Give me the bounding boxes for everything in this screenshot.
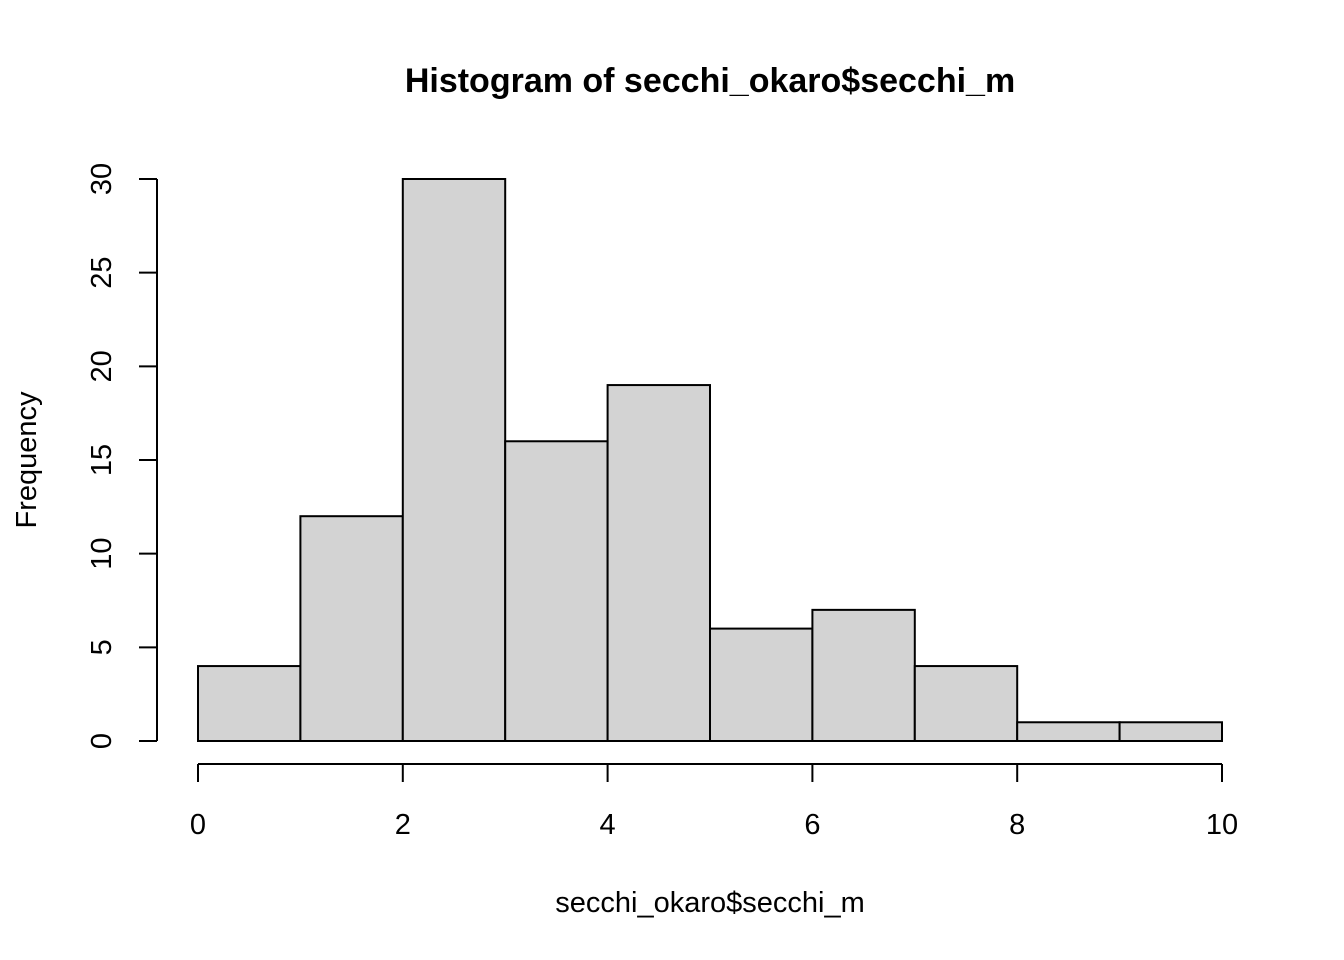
x-tick-label: 6 <box>804 809 820 841</box>
y-tick-label: 20 <box>86 350 118 382</box>
x-tick-label: 8 <box>1009 809 1025 841</box>
y-tick-label: 5 <box>86 639 118 655</box>
bars-group <box>197 178 1223 743</box>
histogram-bar <box>709 627 814 742</box>
y-axis: 0 5 10 15 20 25 30 <box>86 163 158 749</box>
x-tick-label: 0 <box>190 809 206 841</box>
histogram-bar <box>197 665 302 742</box>
y-tick-label: 30 <box>86 163 118 195</box>
histogram-bar <box>401 178 507 742</box>
y-axis-label: Frequency <box>11 391 43 529</box>
x-axis-label: secchi_okaro$secchi_m <box>555 887 864 919</box>
y-tick-label: 10 <box>86 538 118 570</box>
y-tick-label: 25 <box>86 257 118 289</box>
histogram-bar <box>1118 721 1223 742</box>
histogram-bar <box>1016 721 1121 742</box>
y-tick-label: 15 <box>86 444 118 476</box>
histogram-bar <box>504 440 609 742</box>
histogram-bar <box>299 515 404 743</box>
chart-title: Histogram of secchi_okaro$secchi_m <box>405 62 1015 100</box>
x-tick-label: 2 <box>395 809 411 841</box>
x-tick-label: 4 <box>600 809 616 841</box>
histogram-bar <box>811 608 916 742</box>
histogram-bar <box>606 384 711 742</box>
x-axis: 0 2 4 6 8 10 <box>190 763 1238 841</box>
x-tick-label: 10 <box>1206 809 1238 841</box>
histogram-bar <box>913 665 1019 742</box>
y-tick-label: 0 <box>86 733 118 749</box>
